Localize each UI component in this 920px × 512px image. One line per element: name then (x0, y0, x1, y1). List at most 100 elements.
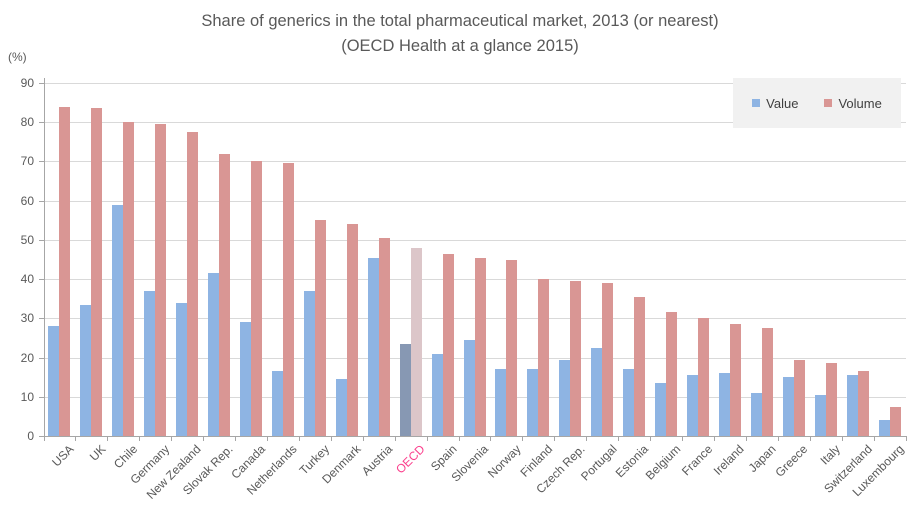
x-axis-line (39, 436, 906, 437)
bar-value-oecd (399, 343, 411, 436)
bar-volume-estonia (634, 296, 646, 436)
bar-volume-uk (91, 108, 103, 436)
bar-value-spain (431, 353, 443, 436)
legend-value-label: Value (766, 95, 799, 111)
x-tick-15 (522, 436, 524, 441)
bar-value-finland (527, 369, 539, 436)
y-tick-30 (39, 318, 44, 320)
y-tick-90 (39, 83, 44, 84)
volume-series-swatch-icon (824, 99, 833, 107)
bar-volume-usa (59, 106, 71, 436)
bar-volume-france (697, 318, 709, 436)
x-tick-0 (43, 436, 45, 441)
x-tick-18 (618, 436, 620, 441)
x-tick-25 (841, 436, 843, 441)
bar-volume-luxembourg (889, 406, 901, 436)
x-tick-21 (713, 436, 715, 441)
y-tick-label-90: 90 (20, 76, 34, 90)
bar-value-ireland (718, 373, 730, 436)
bar-value-belgium (655, 383, 667, 436)
bar-volume-denmark (346, 224, 358, 436)
y-tick-label-80: 80 (20, 115, 34, 130)
x-label-italy: Italy (817, 442, 843, 468)
bar-value-switzerland (846, 375, 858, 436)
chart-title-line2: (OECD Health at a glance 2015) (341, 37, 579, 55)
x-label-ireland: Ireland (710, 442, 747, 478)
x-label-oecd: OECD (393, 442, 428, 477)
y-tick-label-50: 50 (20, 232, 34, 247)
value-series-swatch-icon (752, 99, 761, 107)
x-label-greece: Greece (772, 442, 811, 480)
x-tick-20 (682, 436, 684, 441)
bar-value-slovenia (463, 339, 475, 436)
y-tick-20 (39, 357, 44, 359)
y-tick-label-40: 40 (20, 272, 34, 287)
bar-volume-finland (538, 279, 550, 436)
x-label-norway: Norway (484, 442, 524, 481)
y-tick-70 (39, 161, 44, 163)
bar-volume-new-zealand (187, 132, 199, 436)
x-tick-22 (745, 436, 747, 441)
x-tick-19 (650, 436, 652, 441)
x-tick-26 (873, 436, 875, 441)
gridline-90 (43, 83, 906, 84)
bar-volume-belgium (666, 312, 678, 436)
bar-value-slovak-rep (208, 273, 220, 436)
bar-value-denmark (335, 379, 347, 436)
x-tick-27 (905, 436, 907, 441)
legend-item-value: Value (752, 96, 798, 111)
x-tick-16 (554, 436, 556, 441)
y-tick-label-20: 20 (20, 350, 34, 365)
y-tick-label-30: 30 (20, 311, 34, 326)
x-label-usa: USA (49, 442, 77, 470)
bar-value-chile (112, 204, 124, 436)
bar-value-norway (495, 369, 507, 436)
x-tick-1 (75, 436, 77, 441)
x-tick-2 (107, 436, 109, 441)
x-tick-5 (203, 436, 205, 441)
bar-volume-chile (123, 122, 135, 436)
bar-volume-slovak-rep (219, 153, 231, 436)
bar-volume-portugal (602, 283, 614, 436)
bar-volume-japan (761, 328, 773, 436)
y-tick-80 (39, 122, 44, 124)
legend-item-volume: Volume (824, 95, 882, 111)
x-tick-14 (490, 436, 492, 441)
y-tick-label-10: 10 (20, 389, 34, 404)
x-tick-23 (777, 436, 779, 441)
x-tick-8 (298, 436, 300, 441)
y-tick-10 (39, 396, 44, 398)
bar-value-estonia (623, 369, 635, 436)
x-label-france: France (678, 442, 715, 479)
x-tick-10 (362, 436, 364, 441)
y-tick-40 (39, 279, 44, 281)
chart-title: Share of generics in the total pharmaceu… (0, 9, 920, 59)
bar-volume-turkey (314, 220, 326, 436)
legend-volume-label: Volume (838, 95, 882, 111)
gridline-60 (43, 200, 906, 202)
bar-volume-austria (378, 237, 390, 436)
bar-volume-switzerland (857, 371, 869, 436)
bar-value-italy (814, 394, 826, 436)
bar-value-netherlands (271, 371, 283, 436)
bar-value-france (686, 375, 698, 436)
x-tick-17 (586, 436, 588, 441)
x-tick-3 (139, 436, 141, 441)
bar-value-japan (750, 392, 762, 436)
bar-value-usa (48, 326, 60, 436)
bar-value-greece (782, 377, 794, 436)
bar-volume-oecd (410, 247, 422, 436)
gridline-70 (43, 161, 906, 163)
bar-value-germany (144, 290, 156, 436)
x-label-uk: UK (86, 442, 109, 464)
x-tick-24 (809, 436, 811, 441)
x-tick-6 (235, 436, 237, 441)
gridline-50 (43, 239, 906, 241)
y-tick-label-60: 60 (20, 193, 34, 208)
bar-value-turkey (303, 290, 315, 436)
bar-value-czech-rep (559, 359, 571, 436)
bar-volume-spain (442, 253, 454, 436)
bar-value-new-zealand (176, 302, 188, 436)
